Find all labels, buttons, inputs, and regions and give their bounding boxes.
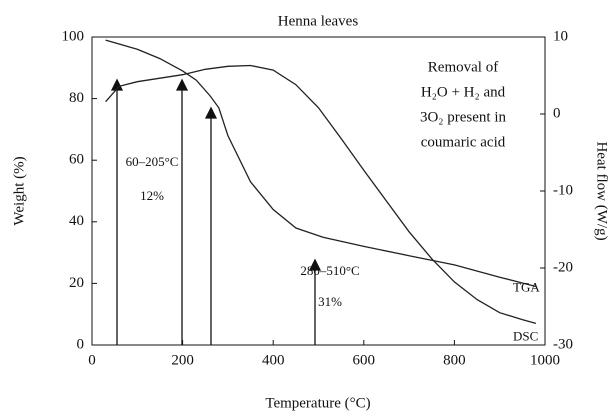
y-tick-label: 80 [69,90,84,106]
y-tick-label: 100 [62,28,85,44]
arrowhead [308,258,322,271]
y-tick-label: 40 [69,213,84,229]
y2-tick-label: 10 [553,28,568,44]
x-tick-label: 800 [443,352,466,368]
series-line [105,64,537,325]
annotation: 60–205°C [126,154,179,169]
y-axis-label: Weight (%) [11,156,27,225]
arrowhead [175,78,189,91]
annotation: 31% [318,294,342,309]
series-label: DSC [513,328,538,343]
x-tick-label: 200 [171,352,194,368]
y2-axis-label: Heat flow (W/g) [594,141,610,240]
chart-title: Henna leaves [278,13,359,29]
y2-tick-label: 0 [553,105,561,121]
arrowhead [110,78,124,91]
y2-tick-label: -20 [553,259,573,275]
y-tick-label: 20 [69,275,84,291]
y-tick-label: 0 [77,336,85,352]
annotation: 12% [140,188,164,203]
x-tick-label: 1000 [530,352,560,368]
annotation: 3O₂ present in [420,109,507,125]
annotation: 280–510°C [300,263,359,278]
series-line [105,39,537,288]
y2-tick-label: -30 [553,336,573,352]
series-label: TGA [513,279,540,294]
y-tick-label: 60 [69,152,84,168]
annotation: coumaric acid [421,134,506,150]
annotation: Removal of [428,59,498,75]
arrows [110,78,322,345]
annotation: H₂O + H₂ and [421,84,506,100]
x-tick-label: 0 [88,352,96,368]
x-axis-label: Temperature (°C) [265,395,370,411]
arrowhead [204,106,218,119]
x-tick-label: 400 [262,352,285,368]
x-tick-label: 600 [353,352,376,368]
y2-tick-label: -10 [553,182,573,198]
